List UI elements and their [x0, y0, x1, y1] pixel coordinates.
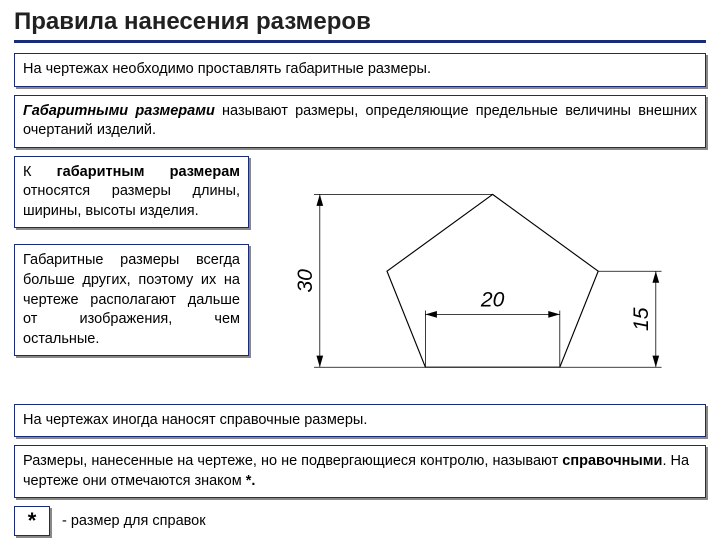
- text-p6a: Размеры, нанесенные на чертеже, но не по…: [23, 453, 562, 469]
- star-box: *: [14, 506, 50, 536]
- text-p3a: К: [23, 164, 57, 180]
- page-title: Правила нанесения размеров: [14, 8, 706, 36]
- star-icon: *: [28, 508, 37, 534]
- text-p5: На чертежах иногда наносят справочные ра…: [23, 412, 367, 428]
- text-p4: Габаритные размеры всегда больше других,…: [23, 252, 240, 346]
- text-p1: На чертежах необходимо проставлять габар…: [23, 61, 431, 77]
- diagram-area: 30 20 15: [259, 156, 706, 396]
- title-rule: [14, 40, 706, 43]
- svg-text:20: 20: [479, 288, 504, 311]
- box-5: На чертежах иногда наносят справочные ра…: [14, 404, 706, 438]
- box-1: На чертежах необходимо проставлять габар…: [14, 53, 706, 87]
- text-p3c: относятся размеры длины, ширины, высоты …: [23, 183, 240, 219]
- text-p3b: габаритным размерам: [57, 164, 240, 180]
- box-2: Габаритными размерами называют размеры, …: [14, 95, 706, 148]
- footnote-text: - размер для справок: [62, 513, 206, 529]
- box-3: К габаритным размерам относятся размеры …: [14, 156, 249, 229]
- text-p6e: .: [251, 473, 255, 489]
- svg-text:30: 30: [294, 268, 317, 292]
- footnote: * - размер для справок: [14, 506, 706, 536]
- text-p6b: справочными: [562, 453, 662, 469]
- text-p2a: Габаритными размерами: [23, 103, 215, 119]
- box-4: Габаритные размеры всегда больше других,…: [14, 244, 249, 356]
- box-6: Размеры, нанесенные на чертеже, но не по…: [14, 445, 706, 498]
- svg-text:15: 15: [630, 307, 653, 331]
